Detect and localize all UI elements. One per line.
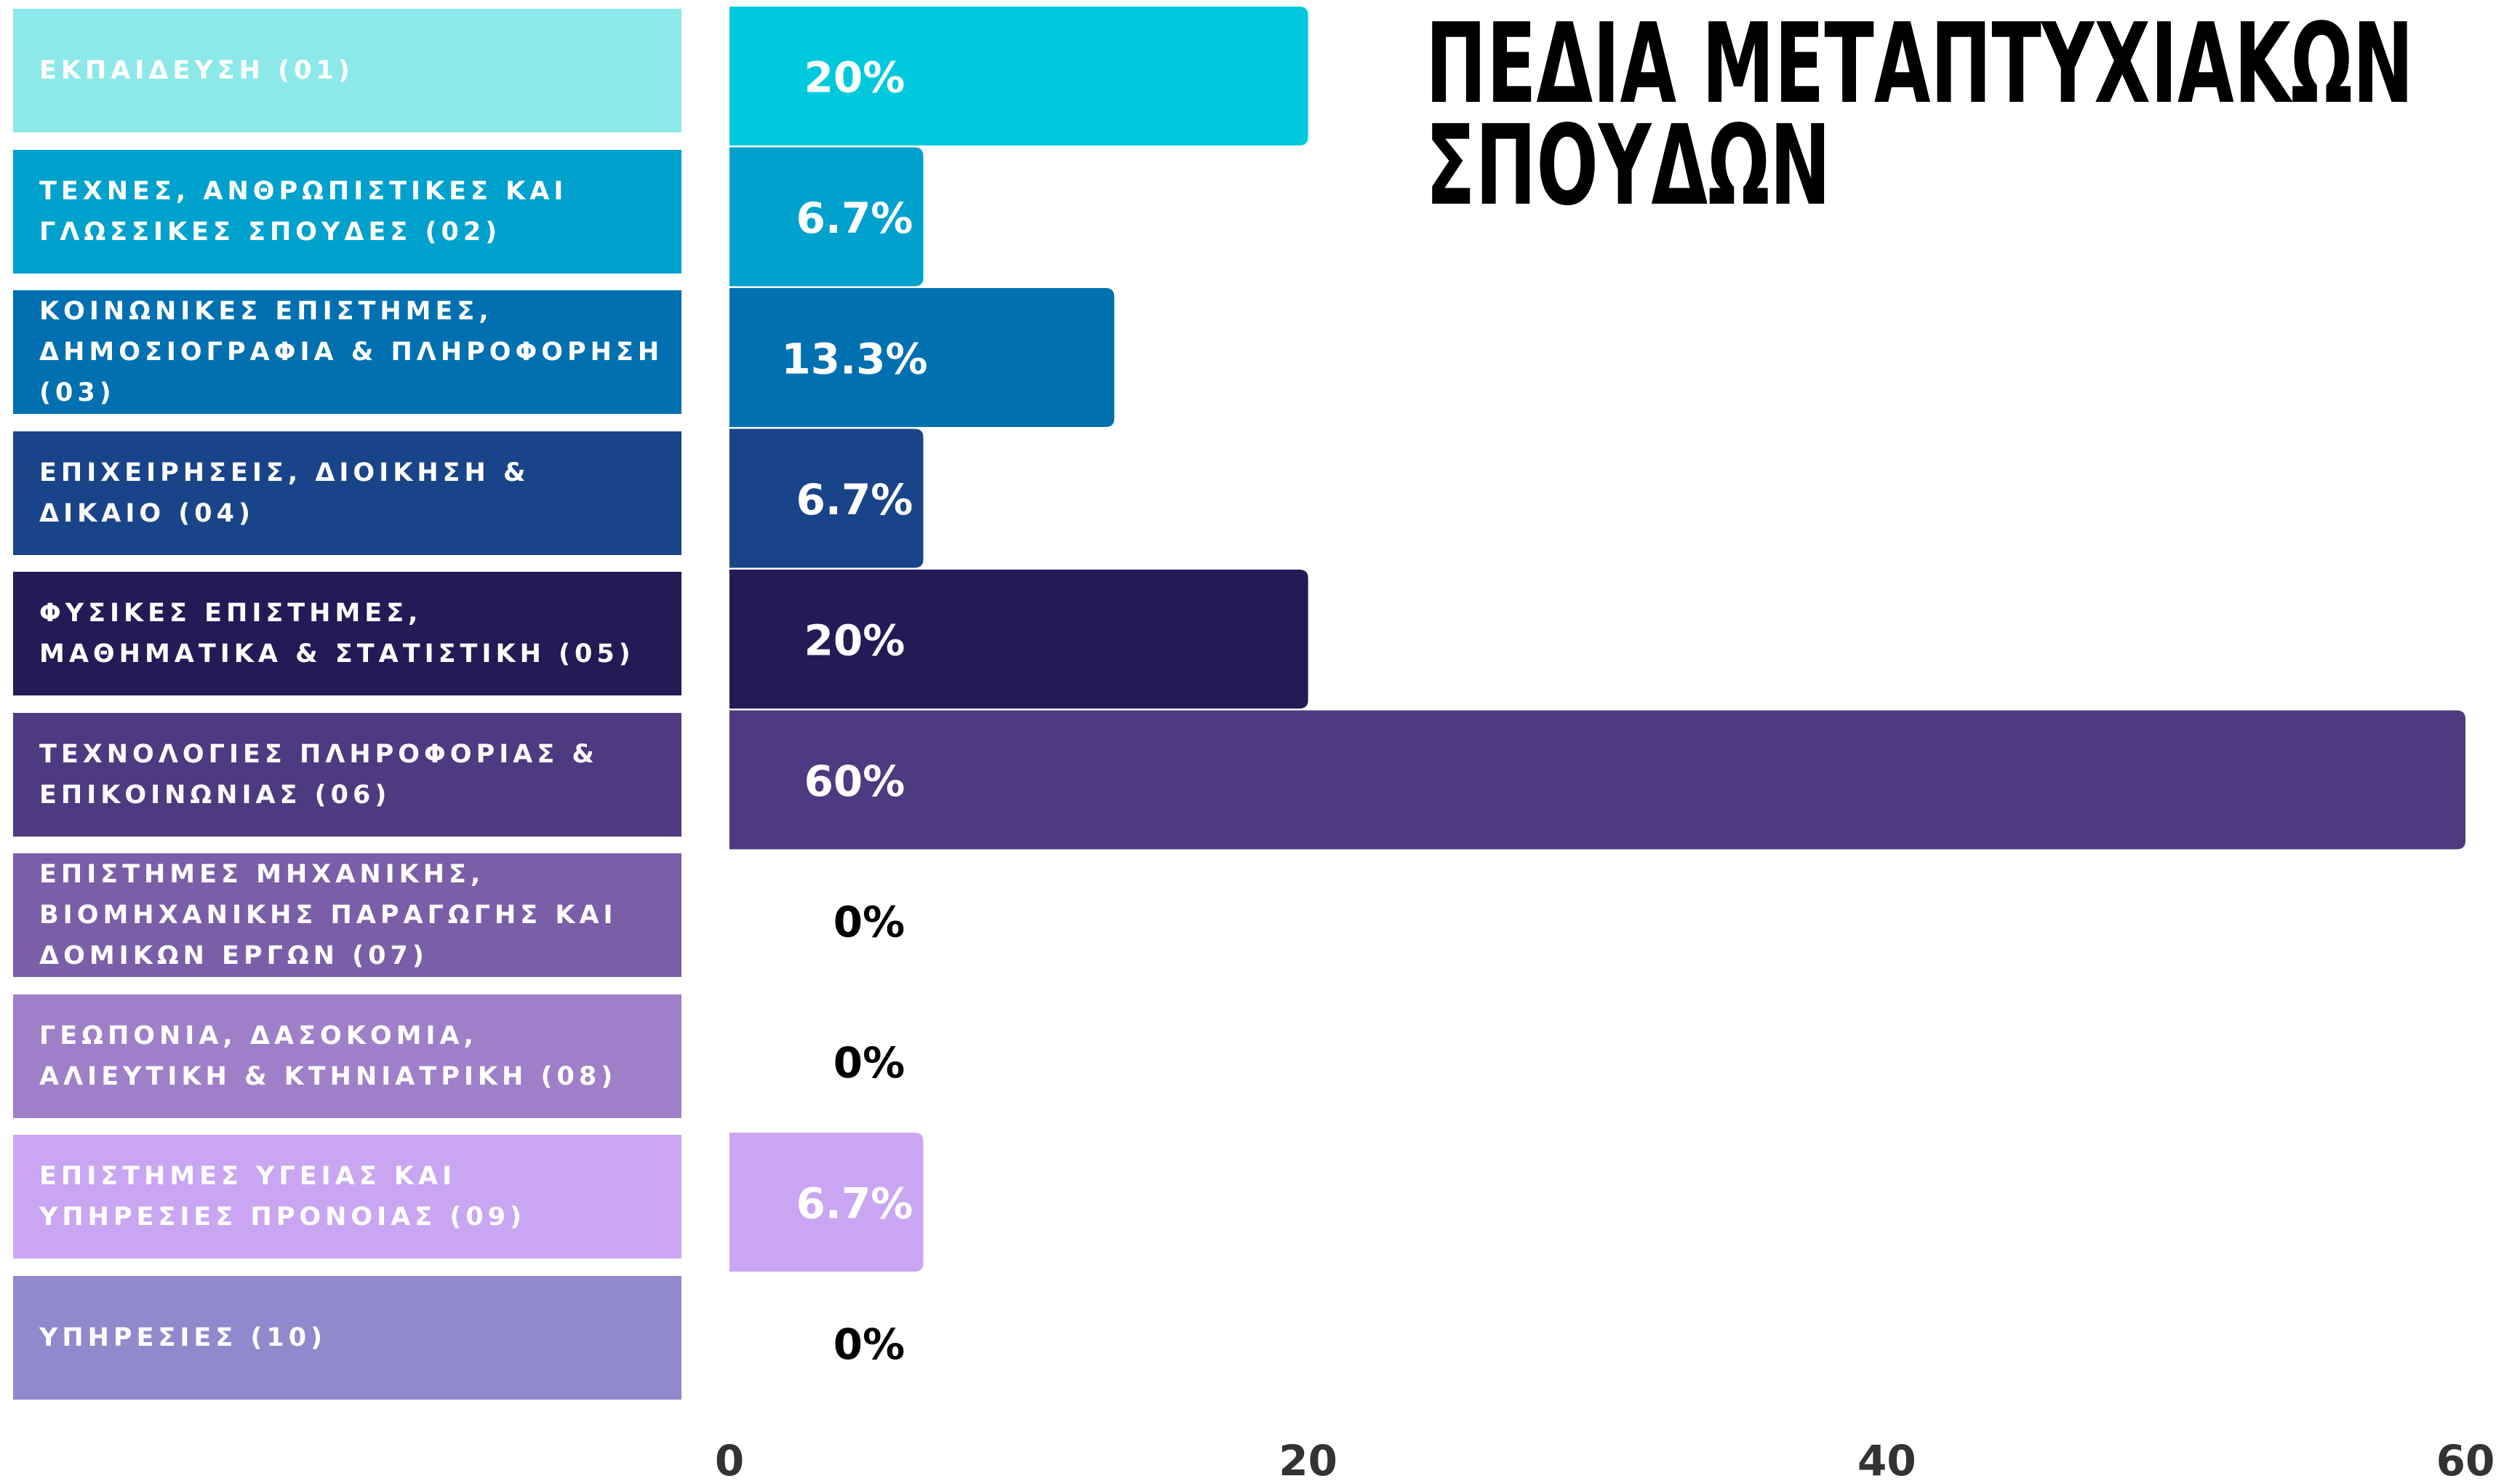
y-tick-label: ΕΠΙΣΤΗΜΕΣ ΥΓΕΙΑΣ ΚΑΙ ΥΠΗΡΕΣΙΕΣ ΠΡΟΝΟΙΑΣ … [39,1162,527,1232]
category-box: ΕΚΠΑΙΔΕΥΣΗ (01) [13,9,681,132]
value-label: 0% [833,1038,905,1088]
y-tick-label: ΤΕΧΝΕΣ, ΑΝΘΡΩΠΙΣΤΙΚΕΣ ΚΑΙ ΓΛΩΣΣΙΚΕΣ ΣΠΟΥ… [39,176,568,247]
bar [729,147,924,287]
y-tick-label: ΕΠΙΣΤΗΜΕΣ ΜΗΧΑΝΙΚΗΣ, ΒΙΟΜΗΧΑΝΙΚΗΣ ΠΑΡΑΓΩ… [39,860,617,970]
y-tick-label: ΕΚΠΑΙΔΕΥΣΗ (01) [39,56,354,85]
category-box: ΓΕΩΠΟΝΙΑ, ΔΑΣΟΚΟΜΙΑ, ΑΛΙΕΥΤΙΚΗ & ΚΤΗΝΙΑΤ… [13,994,681,1118]
y-tick-label: ΥΠΗΡΕΣΙΕΣ (10) [39,1323,327,1352]
category-box: ΥΠΗΡΕΣΙΕΣ (10) [13,1275,681,1400]
value-label: 6.7% [796,1179,913,1229]
value-label: 60% [804,757,905,806]
x-tick-label: 0 [715,1436,744,1484]
value-label: 20% [804,616,905,666]
category-box: ΤΕΧΝΟΛΟΓΙΕΣ ΠΛΗΡΟΦΟΡΙΑΣ & ΕΠΙΚΟΙΝΩΝΙΑΣ (… [13,712,681,837]
x-tick-label: 40 [1857,1436,1916,1484]
value-label: 6.7% [796,194,913,243]
category-box: ΤΕΧΝΕΣ, ΑΝΘΡΩΠΙΣΤΙΚΕΣ ΚΑΙ ΓΛΩΣΣΙΚΕΣ ΣΠΟΥ… [13,149,681,274]
category-box: ΕΠΙΣΤΗΜΕΣ ΥΓΕΙΑΣ ΚΑΙ ΥΠΗΡΕΣΙΕΣ ΠΡΟΝΟΙΑΣ … [13,1135,681,1258]
y-tick-label: ΕΠΙΧΕΙΡΗΣΕΙΣ, ΔΙΟΙΚΗΣΗ & ΔΙΚΑΙΟ (04) [39,458,530,528]
bar [729,710,2465,850]
bar [729,428,924,568]
value-label: 0% [833,898,905,947]
category-box: ΕΠΙΧΕΙΡΗΣΕΙΣ, ΔΙΟΙΚΗΣΗ & ΔΙΚΑΙΟ (04) [13,431,681,555]
y-tick-label: ΤΕΧΝΟΛΟΓΙΕΣ ΠΛΗΡΟΦΟΡΙΑΣ & ΕΠΙΚΟΙΝΩΝΙΑΣ (… [39,739,599,810]
bar [729,570,1308,709]
value-label: 20% [804,53,905,103]
y-tick-label: ΦΥΣΙΚΕΣ ΕΠΙΣΤΗΜΕΣ, ΜΑΘΗΜΑΤΙΚΑ & ΣΤΑΤΙΣΤΙ… [39,599,635,669]
bar [729,288,1115,427]
bar [729,1133,924,1272]
x-tick-label: 60 [2436,1436,2495,1484]
value-label: 0% [833,1320,905,1369]
category-box: ΚΟΙΝΩΝΙΚΕΣ ΕΠΙΣΤΗΜΕΣ, ΔΗΜΟΣΙΟΓΡΑΦΙΑ & ΠΛ… [13,290,681,414]
value-label: 13.3% [781,335,927,384]
category-box: ΕΠΙΣΤΗΜΕΣ ΜΗΧΑΝΙΚΗΣ, ΒΙΟΜΗΧΑΝΙΚΗΣ ΠΑΡΑΓΩ… [13,853,681,977]
chart-title: ΠΕΔΙΑ ΜΕΤΑΠΤΥΧΙΑΚΩΝ ΣΠΟΥΔΩΝ [1425,0,2414,230]
y-tick-label: ΚΟΙΝΩΝΙΚΕΣ ΕΠΙΣΤΗΜΕΣ, ΔΗΜΟΣΙΟΓΡΑΦΙΑ & ΠΛ… [39,297,664,407]
value-label: 6.7% [796,475,913,524]
category-box: ΦΥΣΙΚΕΣ ΕΠΙΣΤΗΜΕΣ, ΜΑΘΗΜΑΤΙΚΑ & ΣΤΑΤΙΣΤΙ… [13,572,681,695]
bar [729,7,1308,145]
y-tick-label: ΓΕΩΠΟΝΙΑ, ΔΑΣΟΚΟΜΙΑ, ΑΛΙΕΥΤΙΚΗ & ΚΤΗΝΙΑΤ… [39,1021,617,1091]
x-tick-label: 20 [1279,1436,1337,1484]
